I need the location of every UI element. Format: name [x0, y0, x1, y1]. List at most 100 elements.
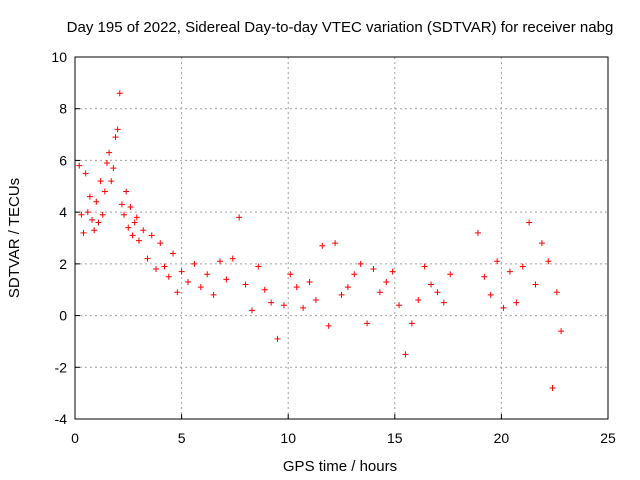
data-point [161, 263, 168, 270]
data-point [545, 258, 552, 265]
data-point [210, 291, 217, 298]
data-point [549, 384, 556, 391]
data-point [125, 224, 132, 231]
data-point [121, 211, 128, 218]
data-point [255, 263, 262, 270]
data-point [204, 271, 211, 278]
data-point [93, 198, 100, 205]
data-point [325, 322, 332, 329]
data-point [86, 193, 93, 200]
data-point [80, 229, 87, 236]
data-point [312, 297, 319, 304]
plot-frame [74, 56, 609, 420]
data-point [148, 232, 155, 239]
y-axis-label: SDTVAR / TECUs [6, 178, 23, 298]
data-point [513, 299, 520, 306]
data-point [494, 258, 501, 265]
data-point [396, 302, 403, 309]
data-markers [76, 90, 565, 391]
data-point [178, 268, 185, 275]
data-point [332, 240, 339, 247]
data-point [197, 284, 204, 291]
data-point [474, 229, 481, 236]
data-point [519, 263, 526, 270]
data-point [389, 268, 396, 275]
data-point [500, 304, 507, 311]
data-point [268, 299, 275, 306]
data-point [440, 299, 447, 306]
y-tick-label: 0 [59, 308, 67, 324]
data-point [116, 90, 123, 97]
x-tick-label: 10 [280, 430, 296, 446]
data-point [133, 214, 140, 221]
y-tick-label: -4 [55, 411, 68, 427]
data-point [157, 240, 164, 247]
data-point [135, 237, 142, 244]
data-point [223, 276, 230, 283]
data-point [421, 263, 428, 270]
y-tick-label: 6 [59, 152, 67, 168]
data-point [216, 258, 223, 265]
data-point [415, 297, 422, 304]
data-point [76, 162, 83, 169]
data-point [131, 219, 138, 226]
data-point [319, 242, 326, 249]
data-point [351, 271, 358, 278]
data-point [306, 278, 313, 285]
y-tick-label: 4 [59, 204, 67, 220]
data-point [242, 281, 249, 288]
x-tick-label: 25 [600, 430, 616, 446]
x-tick-label: 5 [178, 430, 186, 446]
grid-lines [75, 57, 608, 419]
data-point [344, 284, 351, 291]
data-point [78, 211, 85, 218]
data-point [170, 250, 177, 257]
data-point [108, 178, 115, 185]
data-point [248, 307, 255, 314]
y-tick-label: 10 [51, 49, 67, 65]
x-tick-label: 20 [494, 430, 510, 446]
data-point [293, 284, 300, 291]
data-point [184, 278, 191, 285]
data-point [101, 188, 108, 195]
x-tick-label: 15 [387, 430, 403, 446]
data-point [300, 304, 307, 311]
data-point [127, 203, 134, 210]
data-point [89, 216, 96, 223]
chart-title: Day 195 of 2022, Sidereal Day-to-day VTE… [67, 19, 614, 36]
data-point [280, 302, 287, 309]
data-point [274, 335, 281, 342]
data-point [481, 273, 488, 280]
data-point [261, 286, 268, 293]
data-point [553, 289, 560, 296]
data-point [103, 160, 110, 167]
data-point [408, 320, 415, 327]
data-point [91, 227, 98, 234]
data-point [112, 134, 119, 141]
data-point [84, 209, 91, 216]
x-tick-label: 0 [71, 430, 79, 446]
data-point [99, 211, 106, 218]
y-tick-label: 2 [59, 256, 67, 272]
data-point [506, 268, 513, 275]
data-point [153, 266, 160, 273]
data-point [532, 281, 539, 288]
data-point [287, 271, 294, 278]
axis-ticks: 0 5 10 15 20 25 -4 -2 0 2 4 6 8 10 [51, 49, 616, 446]
data-point [97, 178, 104, 185]
y-tick-label: 8 [59, 101, 67, 117]
data-point [338, 291, 345, 298]
data-point [236, 214, 243, 221]
data-point [82, 170, 89, 177]
data-point [447, 271, 454, 278]
data-point [165, 273, 172, 280]
x-axis-label: GPS time / hours [283, 458, 397, 475]
data-point [123, 188, 130, 195]
data-point [140, 227, 147, 234]
data-point [144, 255, 151, 262]
data-point [95, 219, 102, 226]
data-point [370, 266, 377, 273]
data-point [114, 126, 121, 133]
data-point [106, 149, 113, 156]
